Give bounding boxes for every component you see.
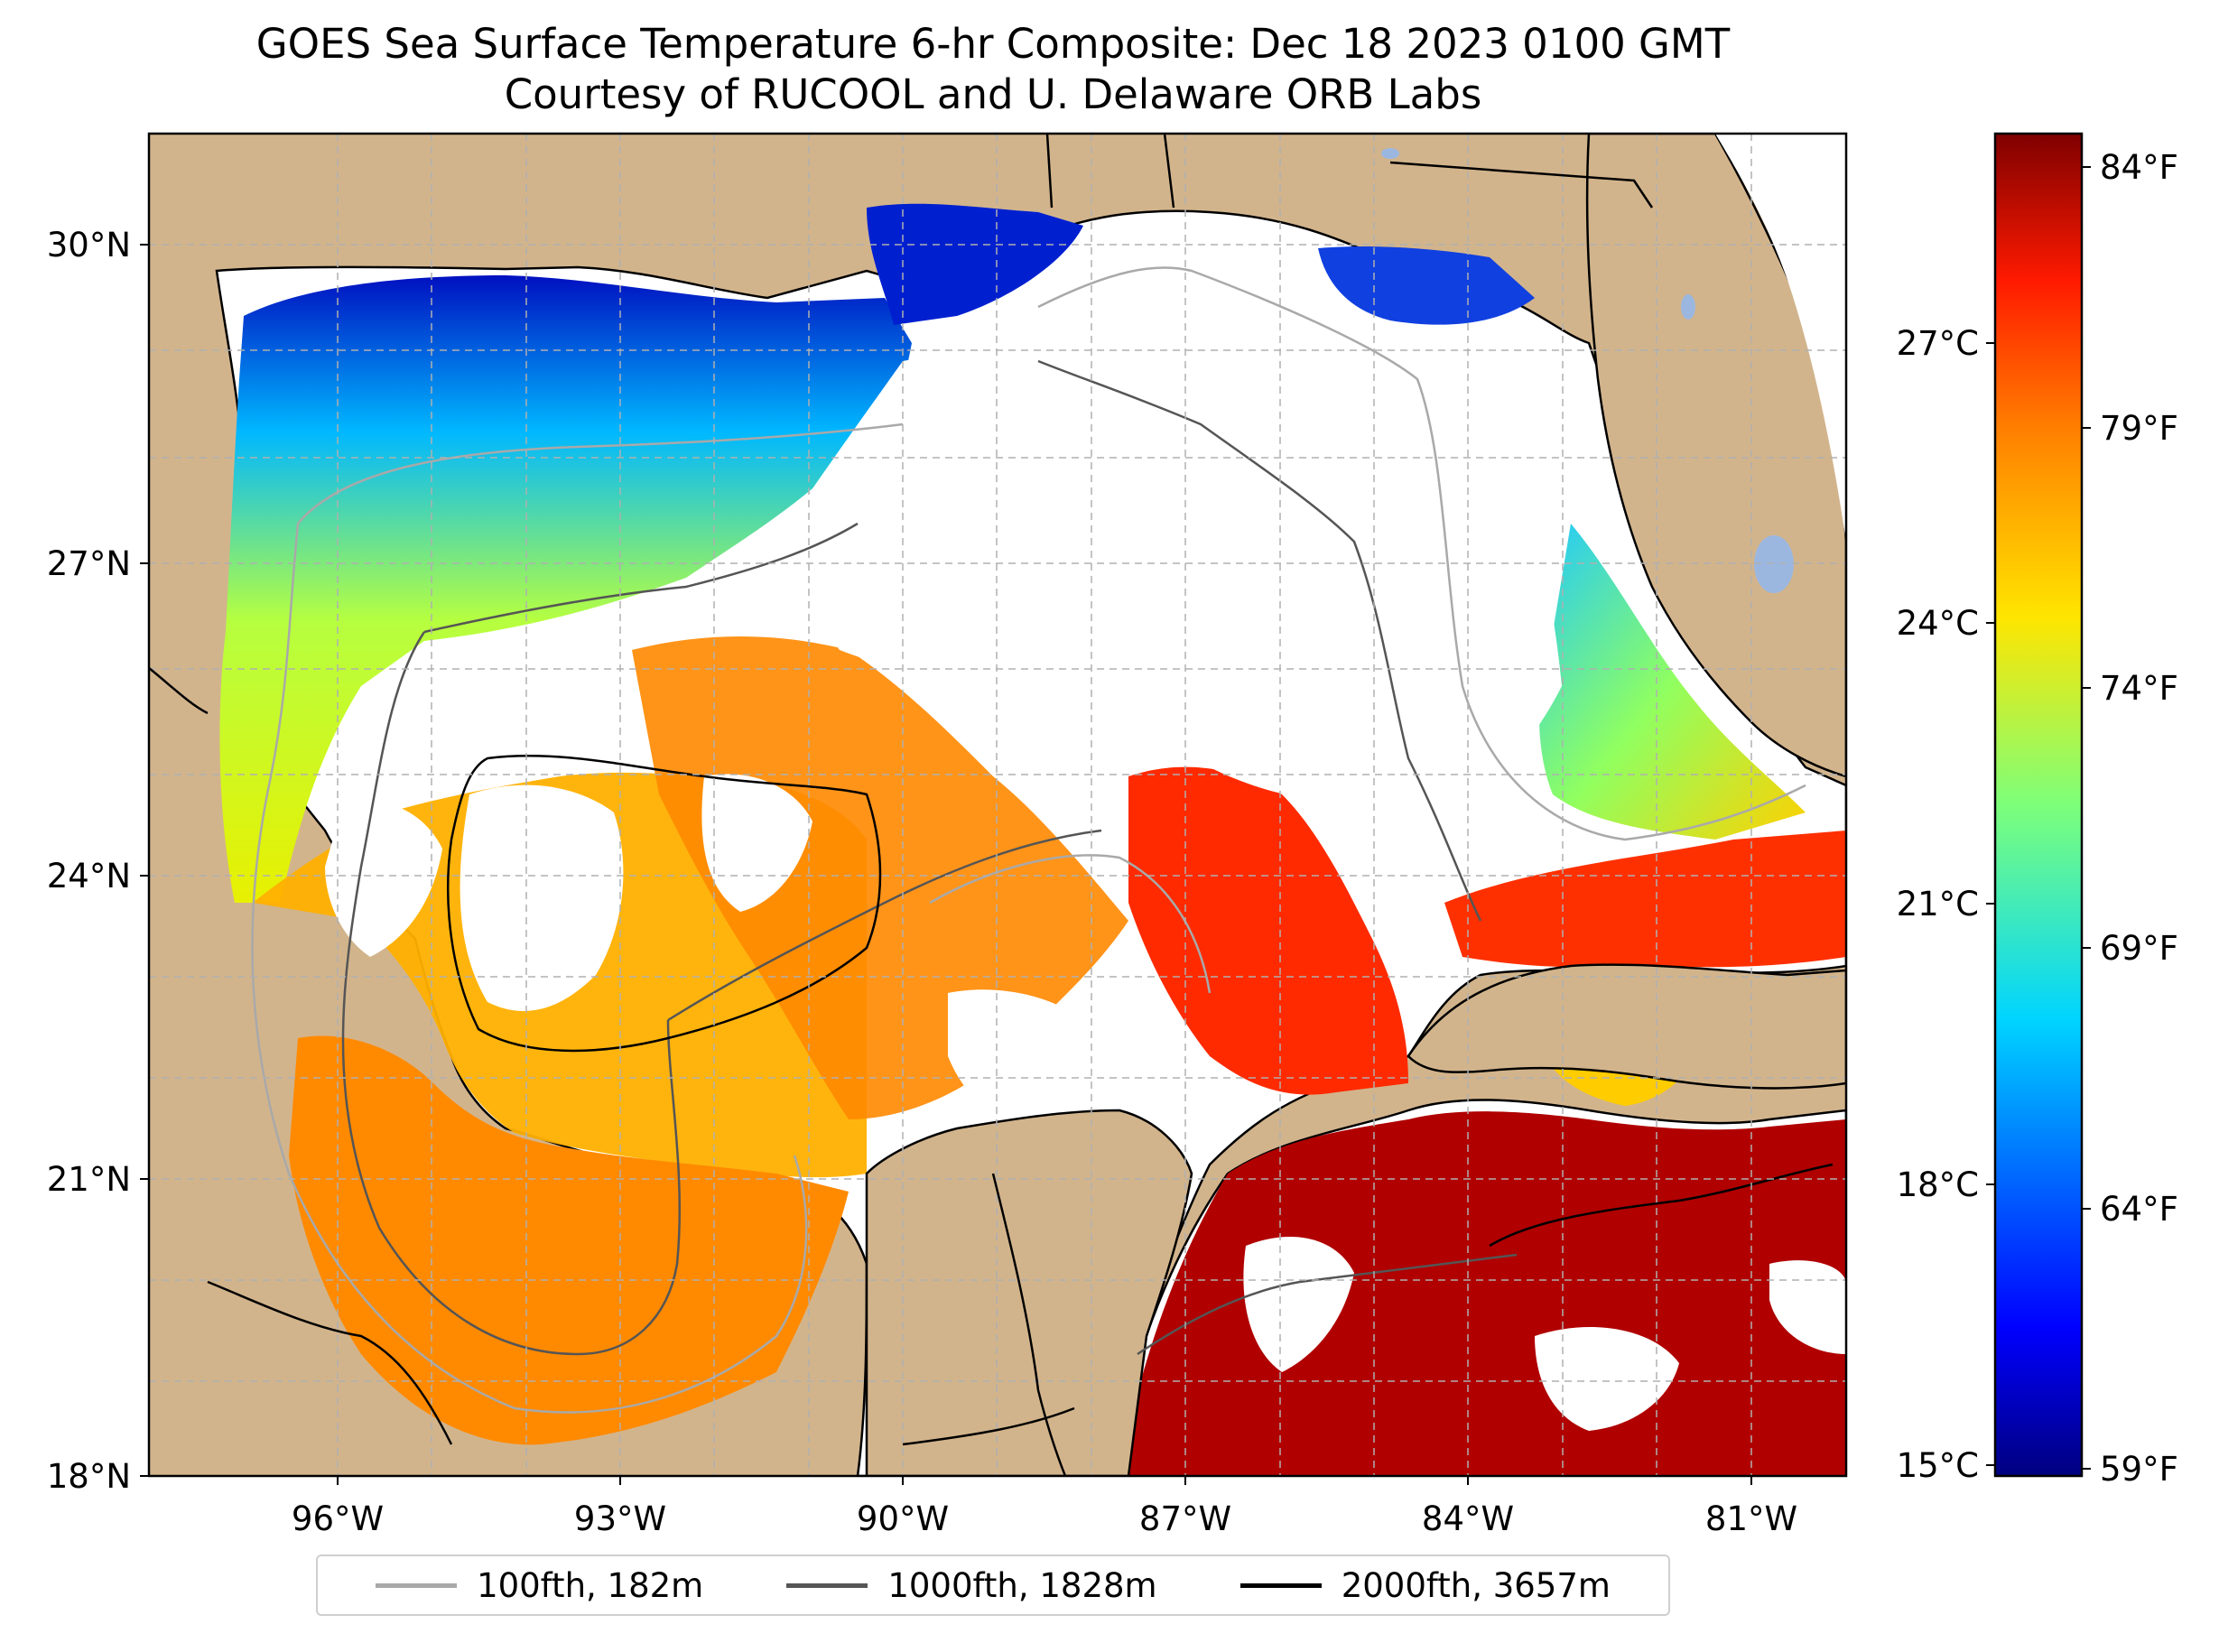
legend-label: 1000fth, 1828m: [887, 1565, 1157, 1605]
celsius-label: 21°C: [1897, 885, 1979, 923]
lon-label: 93°W: [574, 1499, 666, 1538]
legend-line-icon: [1239, 1582, 1322, 1588]
fahrenheit-label: 69°F: [2100, 929, 2178, 968]
colorbar-gradient: [1993, 132, 2084, 1478]
chart-subtitle: Courtesy of RUCOOL and U. Delaware ORB L…: [504, 70, 1482, 118]
lon-label: 96°W: [292, 1499, 384, 1538]
yucatan-peninsula: [865, 1109, 1193, 1476]
sst-campeche: [289, 1035, 849, 1445]
legend-line-icon: [786, 1582, 868, 1588]
lat-label: 27°N: [47, 544, 131, 583]
cuba: [1407, 963, 1846, 1090]
legend-item-2000fth: 2000fth, 3657m: [1239, 1565, 1611, 1605]
lat-label: 24°N: [47, 857, 131, 896]
map-frame: [147, 132, 1848, 1478]
fahrenheit-label: 59°F: [2100, 1450, 2178, 1489]
political-borders: [149, 134, 1654, 1476]
celsius-label: 27°C: [1897, 324, 1979, 363]
legend-item-1000fth: 1000fth, 1828m: [786, 1565, 1157, 1605]
longitude-axis: 96°W 93°W 90°W 87°W 84°W 81°W: [292, 1476, 1797, 1538]
lake-icon: [1681, 294, 1695, 320]
gridlines: [149, 134, 1846, 1476]
lon-label: 84°W: [1422, 1499, 1514, 1538]
sst-mobile-bay: [867, 203, 1083, 325]
lake-icon: [1381, 148, 1399, 159]
fahrenheit-label: 74°F: [2100, 669, 2178, 708]
cloud-mask: [325, 351, 1846, 1431]
celsius-label: 24°C: [1897, 604, 1979, 643]
lat-label: 30°N: [47, 226, 131, 265]
fahrenheit-label: 84°F: [2100, 148, 2178, 187]
sst-west-florida: [1539, 524, 1806, 840]
map-panel: [149, 134, 1846, 1476]
chart-title: GOES Sea Surface Temperature 6-hr Compos…: [255, 20, 1731, 68]
legend-label: 2000fth, 3657m: [1341, 1565, 1611, 1605]
latitude-axis: 30°N 27°N 24°N 21°N 18°N: [47, 226, 149, 1496]
celsius-label: 18°C: [1897, 1165, 1979, 1204]
colorbar: 27°C 24°C 21°C 18°C 15°C 84°F 79°F 74°F …: [1897, 132, 2178, 1489]
legend-label: 100fth, 182m: [477, 1565, 704, 1605]
lon-label: 81°W: [1705, 1499, 1797, 1538]
fahrenheit-label: 79°F: [2100, 409, 2178, 448]
bathymetry-contours: [251, 266, 1834, 1414]
lat-label: 18°N: [47, 1457, 131, 1496]
sst-florida-straits: [1444, 831, 1846, 968]
celsius-label: 15°C: [1897, 1446, 1979, 1485]
sst-northern-gulf: [219, 275, 912, 903]
florida-east-water: [1715, 134, 1846, 542]
lon-label: 87°W: [1139, 1499, 1231, 1538]
legend-line-icon: [376, 1582, 458, 1588]
fahrenheit-label: 64°F: [2100, 1190, 2178, 1229]
lake-okeechobee: [1754, 535, 1794, 593]
sst-loop-current: [1128, 766, 1408, 1095]
contour-legend: 100fth, 182m 1000fth, 1828m 2000fth, 365…: [316, 1555, 1670, 1616]
lat-label: 21°N: [47, 1160, 131, 1199]
sst-panhandle: [1318, 246, 1535, 325]
lon-label: 90°W: [857, 1499, 949, 1538]
legend-item-100fth: 100fth, 182m: [376, 1566, 703, 1605]
